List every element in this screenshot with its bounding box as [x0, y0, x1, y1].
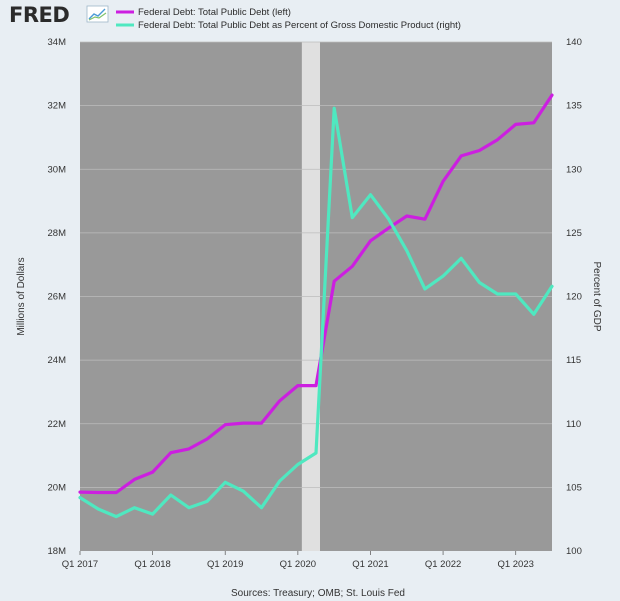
left-tick-label: 26M — [48, 292, 67, 303]
source-note: Sources: Treasury; OMB; St. Louis Fed — [231, 588, 405, 599]
series-line-total-public-debt — [78, 93, 554, 495]
left-axis-label: Millions of Dollars — [16, 257, 27, 335]
x-axis: Q1 2017 Q1 2018 Q1 2019 Q1 2020 Q1 2021 Q1 20… — [62, 551, 534, 570]
x-tick-label: Q1 2020 — [280, 559, 316, 570]
x-tick-label: Q1 2017 — [62, 559, 98, 570]
right-tick-label: 105 — [566, 482, 582, 493]
series-layer — [78, 93, 554, 519]
x-tick-label: Q1 2018 — [134, 559, 170, 570]
right-tick-label: 125 — [566, 228, 582, 239]
left-tick-label: 24M — [48, 355, 67, 366]
left-tick-label: 34M — [48, 37, 67, 48]
right-tick-label: 110 — [566, 419, 581, 430]
right-tick-label: 135 — [566, 101, 582, 112]
right-tick-label: 140 — [566, 37, 582, 48]
left-tick-label: 32M — [48, 101, 67, 112]
series-line-debt-percent-gdp — [78, 106, 554, 519]
left-tick-label: 30M — [48, 164, 67, 175]
right-tick-label: 120 — [566, 292, 582, 303]
x-tick-label: Q1 2019 — [207, 559, 243, 570]
right-axis: 100 105 110 115 120 125 130 135 140 — [566, 37, 582, 557]
x-tick-label: Q1 2023 — [497, 559, 533, 570]
left-tick-label: 22M — [48, 419, 67, 430]
legend-label-debt-gdp: Federal Debt: Total Public Debt as Perce… — [138, 20, 461, 31]
left-tick-label: 20M — [48, 482, 67, 493]
legend-label-debt: Federal Debt: Total Public Debt (left) — [138, 7, 291, 18]
fred-logo-text: FRED — [9, 3, 69, 27]
right-tick-label: 100 — [566, 546, 582, 557]
right-tick-label: 130 — [566, 164, 582, 175]
header: FRED Federal Debt: Total Public Debt (le… — [9, 3, 461, 31]
fred-logo-icon — [86, 5, 109, 23]
left-tick-label: 28M — [48, 228, 67, 239]
right-axis-label: Percent of GDP — [591, 261, 602, 331]
right-tick-label: 115 — [566, 355, 581, 366]
left-axis: 18M 20M 22M 24M 26M 28M 30M 32M 34M — [48, 37, 67, 557]
x-tick-label: Q1 2022 — [425, 559, 461, 570]
x-tick-label: Q1 2021 — [352, 559, 388, 570]
legend: Federal Debt: Total Public Debt (left) F… — [116, 7, 461, 31]
left-tick-label: 18M — [48, 546, 67, 557]
